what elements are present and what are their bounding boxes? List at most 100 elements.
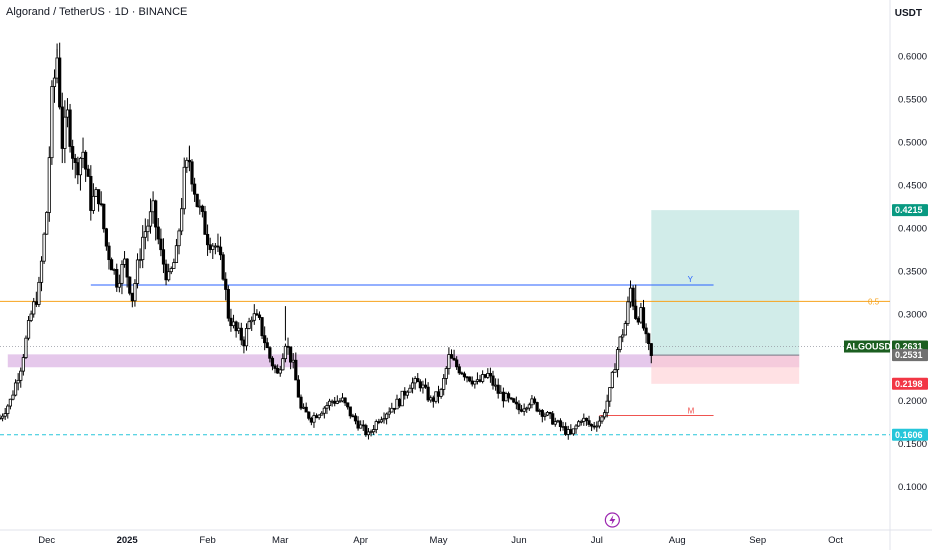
candle-body [501, 391, 505, 402]
price-tag-label: 0.2631 [895, 342, 923, 352]
candle-body [421, 384, 425, 389]
y-tick-label: 0.3500 [898, 267, 927, 278]
candle-body [538, 410, 542, 412]
candle-body [623, 323, 627, 336]
candle-body [348, 406, 352, 417]
candle-body [263, 335, 267, 344]
candle-body [86, 168, 90, 177]
candle-body [294, 359, 298, 381]
candle-body [231, 321, 236, 327]
candle-body [561, 426, 565, 428]
candle-body [621, 334, 625, 338]
candle-body [278, 369, 282, 374]
candle-body [109, 259, 114, 271]
candle-body [382, 418, 386, 421]
candle-body [525, 407, 529, 410]
y-tick-label: 0.1500 [898, 439, 927, 450]
candle-body [457, 366, 461, 374]
candle-body [180, 208, 184, 232]
candle-body [335, 400, 339, 404]
candle-body [226, 289, 230, 319]
candle-body [592, 425, 596, 428]
candle-body [628, 287, 633, 303]
stop-zone[interactable] [651, 355, 800, 384]
candle-body [369, 431, 373, 434]
candle-body [400, 390, 404, 407]
candle-body [374, 421, 378, 430]
candle-body [322, 407, 326, 414]
candle-body [431, 397, 435, 402]
x-tick-label: Sep [749, 535, 766, 546]
target-zone[interactable] [651, 210, 800, 356]
candle-body [309, 417, 313, 423]
candle-body [600, 416, 604, 422]
candle-body [63, 116, 67, 149]
lightning-icon[interactable] [604, 512, 620, 528]
candle-body [540, 410, 544, 417]
candle-body [491, 375, 495, 386]
symbol-tag-label: ALGOUSDT [846, 342, 897, 352]
price-tag[interactable] [892, 428, 928, 441]
candle-body [182, 166, 186, 210]
red-line-label: M [688, 406, 695, 415]
candle-body [317, 414, 321, 419]
candle-body [128, 276, 132, 294]
candle-body [159, 238, 163, 251]
candle-body [193, 183, 197, 195]
candle-body [649, 343, 653, 356]
candle-body [551, 413, 555, 425]
candle-body [346, 402, 350, 408]
chart-title: Algorand / TetherUS · 1D · BINANCE [6, 6, 188, 18]
candle-body [473, 380, 477, 385]
price-tag[interactable] [892, 349, 928, 362]
candle-body [19, 370, 23, 381]
candle-body [286, 345, 290, 348]
candle-body [478, 379, 482, 382]
candle-body [34, 301, 38, 305]
fib-label: 0.5 [868, 297, 880, 306]
candle-body [76, 162, 80, 176]
candle-body [330, 400, 334, 403]
blue-line-label: Y [688, 275, 694, 284]
candle-body [644, 327, 648, 335]
candle-body [203, 211, 207, 235]
candle-body [281, 358, 285, 371]
candle-body [312, 415, 316, 423]
candle-body [314, 415, 319, 419]
candle-body [320, 412, 324, 416]
candle-body [493, 384, 498, 387]
candle-body [0, 415, 5, 419]
symbol-tag[interactable] [844, 340, 890, 353]
candle-body [224, 278, 228, 290]
candle-body [169, 268, 173, 273]
candle-body [84, 151, 88, 170]
candle-body [301, 406, 306, 409]
candle-body [359, 424, 363, 429]
candle-body [257, 314, 262, 318]
price-tag[interactable] [892, 377, 928, 390]
candle-body [377, 421, 381, 423]
candle-body [161, 249, 166, 265]
candle-body [413, 378, 417, 384]
candle-body [418, 381, 422, 389]
candle-body [519, 409, 524, 412]
candle-body [439, 389, 443, 397]
candle-body [237, 327, 241, 332]
candle-body [434, 391, 438, 402]
candle-body [351, 415, 355, 418]
candle-body [146, 225, 150, 233]
candle-body [530, 398, 534, 406]
candle-body [244, 328, 249, 347]
candle-body [442, 378, 446, 390]
candle-body [94, 189, 98, 197]
x-tick-label: 2025 [117, 535, 139, 546]
y-tick-label: 0.5500 [898, 94, 927, 105]
y-tick-label: 0.4500 [898, 181, 927, 192]
purple-zone[interactable] [7, 354, 800, 368]
price-tag[interactable] [892, 204, 928, 217]
candle-body [55, 57, 59, 79]
candle-body [486, 372, 490, 378]
candle-body [405, 391, 409, 396]
candle-body [252, 313, 256, 321]
